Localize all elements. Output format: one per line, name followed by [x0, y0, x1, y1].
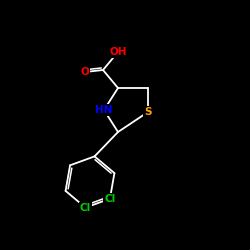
Text: O: O [80, 67, 90, 77]
Text: OH: OH [109, 47, 127, 57]
Text: Cl: Cl [104, 194, 116, 204]
Text: S: S [144, 107, 152, 117]
Text: HN: HN [95, 105, 113, 115]
Text: Cl: Cl [80, 202, 91, 212]
